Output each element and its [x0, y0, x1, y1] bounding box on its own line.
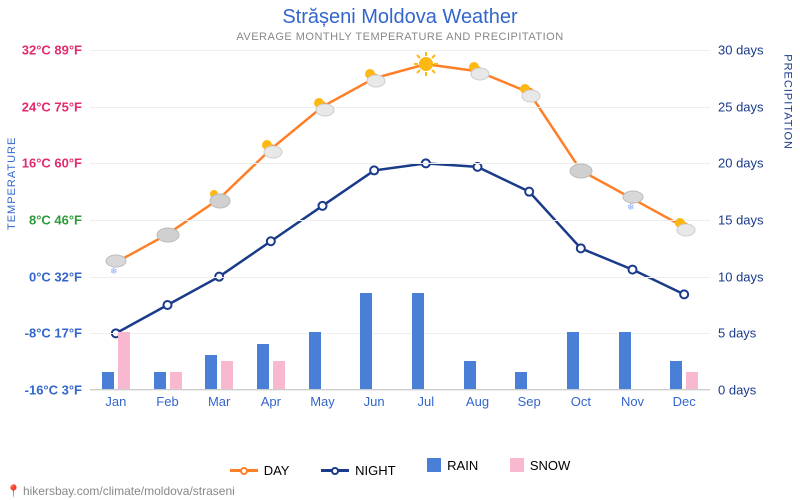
gridline	[90, 107, 710, 108]
gridline	[90, 50, 710, 51]
legend-rain-label: RAIN	[447, 458, 478, 473]
weather-icon	[258, 136, 284, 162]
legend-snow-swatch	[510, 458, 524, 472]
y-left-tick: -8°C 17°F	[2, 326, 82, 341]
plot-area: ❄❄	[90, 50, 710, 390]
chart-subtitle: AVERAGE MONTHLY TEMPERATURE AND PRECIPIT…	[0, 29, 800, 43]
y-right-tick: 0 days	[718, 383, 788, 398]
weather-icon: ❄	[620, 186, 646, 212]
weather-icon	[310, 94, 336, 120]
rain-bar	[102, 372, 114, 389]
weather-icon	[465, 58, 491, 84]
x-tick: Jul	[418, 394, 435, 409]
snow-bar	[118, 332, 130, 389]
weather-icon	[361, 65, 387, 91]
y-left-tick: -16°C 3°F	[2, 383, 82, 398]
y-left-tick: 24°C 75°F	[2, 99, 82, 114]
x-tick: Oct	[571, 394, 591, 409]
rain-bar	[257, 344, 269, 389]
svg-text:❄: ❄	[110, 266, 118, 276]
footer-url: hikersbay.com/climate/moldova/straseni	[23, 484, 235, 498]
x-tick: Jun	[364, 394, 385, 409]
rain-bar	[464, 361, 476, 389]
x-tick: Feb	[156, 394, 178, 409]
y-right-tick: 5 days	[718, 326, 788, 341]
y-right-tick: 15 days	[718, 213, 788, 228]
weather-icon: ❄	[103, 250, 129, 276]
snow-bar	[221, 361, 233, 389]
rain-bar	[205, 355, 217, 389]
pin-icon: 📍	[6, 484, 21, 498]
weather-icon	[413, 51, 439, 77]
legend-snow-label: SNOW	[530, 458, 570, 473]
rain-bar	[360, 293, 372, 389]
y-left-tick: 16°C 60°F	[2, 156, 82, 171]
y-left-tick: 32°C 89°F	[2, 43, 82, 58]
weather-icon	[155, 221, 181, 247]
weather-icon	[671, 214, 697, 240]
snow-bar	[686, 372, 698, 389]
x-tick: Aug	[466, 394, 489, 409]
legend-night-label: NIGHT	[355, 463, 395, 478]
snow-bar	[170, 372, 182, 389]
gridline	[90, 277, 710, 278]
chart-title: Strășeni Moldova Weather	[0, 0, 800, 29]
y-right-tick: 20 days	[718, 156, 788, 171]
rain-bar	[154, 372, 166, 389]
legend-day: DAY	[230, 463, 290, 478]
y-left-tick: 8°C 46°F	[2, 213, 82, 228]
y-left-tick: 0°C 32°F	[2, 269, 82, 284]
rain-bar	[619, 332, 631, 389]
svg-text:❄: ❄	[627, 202, 635, 212]
x-tick: Mar	[208, 394, 230, 409]
legend-rain: RAIN	[427, 458, 478, 473]
legend-night-swatch	[321, 469, 349, 472]
rain-bar	[515, 372, 527, 389]
y-right-tick: 10 days	[718, 269, 788, 284]
y-right-tick: 30 days	[718, 43, 788, 58]
x-tick: May	[310, 394, 335, 409]
gridline	[90, 390, 710, 391]
legend-snow: SNOW	[510, 458, 570, 473]
legend: DAY NIGHT RAIN SNOW	[0, 458, 800, 479]
x-tick: Apr	[261, 394, 281, 409]
legend-night: NIGHT	[321, 463, 395, 478]
y-right-tick: 25 days	[718, 99, 788, 114]
x-tick: Sep	[518, 394, 541, 409]
legend-day-label: DAY	[264, 463, 290, 478]
legend-day-swatch	[230, 469, 258, 472]
weather-icon	[516, 80, 542, 106]
weather-icon	[206, 186, 232, 212]
gridline	[90, 333, 710, 334]
rain-bar	[309, 332, 321, 389]
x-tick: Nov	[621, 394, 644, 409]
weather-icon	[568, 157, 594, 183]
x-tick: Dec	[673, 394, 696, 409]
gridline	[90, 163, 710, 164]
gridline	[90, 220, 710, 221]
footer: 📍hikersbay.com/climate/moldova/straseni	[6, 484, 235, 498]
legend-rain-swatch	[427, 458, 441, 472]
snow-bar	[273, 361, 285, 389]
rain-bar	[412, 293, 424, 389]
chart-area: ❄❄ 32°C 89°F24°C 75°F16°C 60°F8°C 46°F0°…	[90, 50, 710, 420]
rain-bar	[670, 361, 682, 389]
x-tick: Jan	[105, 394, 126, 409]
rain-bar	[567, 332, 579, 389]
